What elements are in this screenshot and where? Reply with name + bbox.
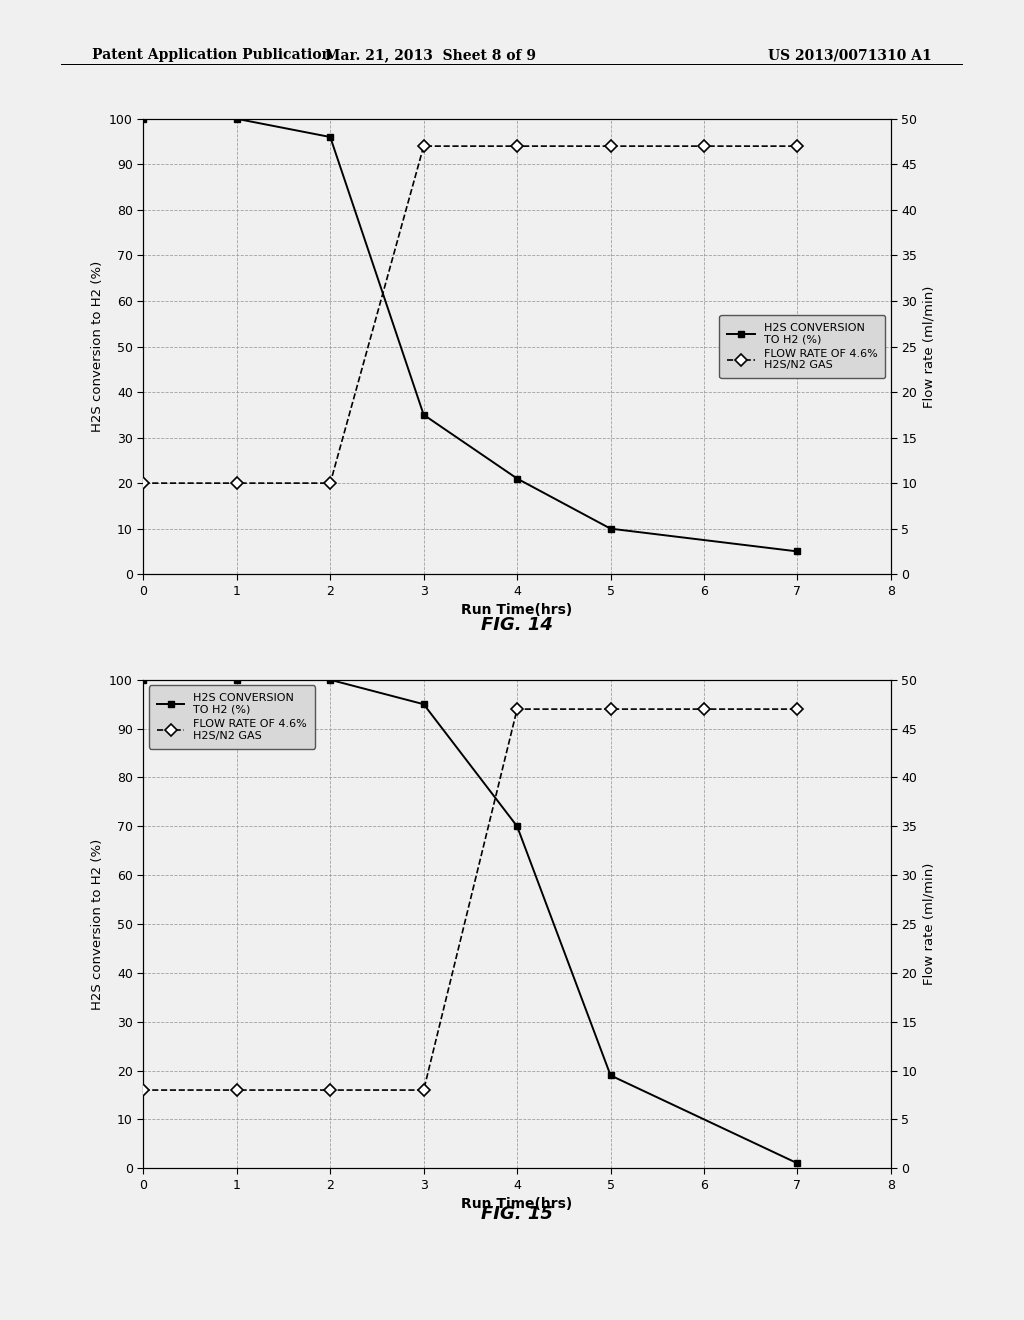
Legend: H2S CONVERSION
TO H2 (%), FLOW RATE OF 4.6%
H2S/N2 GAS: H2S CONVERSION TO H2 (%), FLOW RATE OF 4… — [719, 315, 886, 378]
Text: FIG. 14: FIG. 14 — [481, 616, 553, 635]
Y-axis label: Flow rate (ml/min): Flow rate (ml/min) — [923, 285, 936, 408]
Text: US 2013/0071310 A1: US 2013/0071310 A1 — [768, 49, 932, 62]
Legend: H2S CONVERSION
TO H2 (%), FLOW RATE OF 4.6%
H2S/N2 GAS: H2S CONVERSION TO H2 (%), FLOW RATE OF 4… — [148, 685, 315, 748]
Text: FIG. 15: FIG. 15 — [481, 1205, 553, 1224]
X-axis label: Run Time(hrs): Run Time(hrs) — [462, 1197, 572, 1212]
X-axis label: Run Time(hrs): Run Time(hrs) — [462, 603, 572, 618]
Text: Patent Application Publication: Patent Application Publication — [92, 49, 332, 62]
Text: Mar. 21, 2013  Sheet 8 of 9: Mar. 21, 2013 Sheet 8 of 9 — [325, 49, 536, 62]
Y-axis label: H2S conversion to H2 (%): H2S conversion to H2 (%) — [90, 261, 103, 432]
Y-axis label: Flow rate (ml/min): Flow rate (ml/min) — [923, 863, 936, 985]
Y-axis label: H2S conversion to H2 (%): H2S conversion to H2 (%) — [90, 838, 103, 1010]
